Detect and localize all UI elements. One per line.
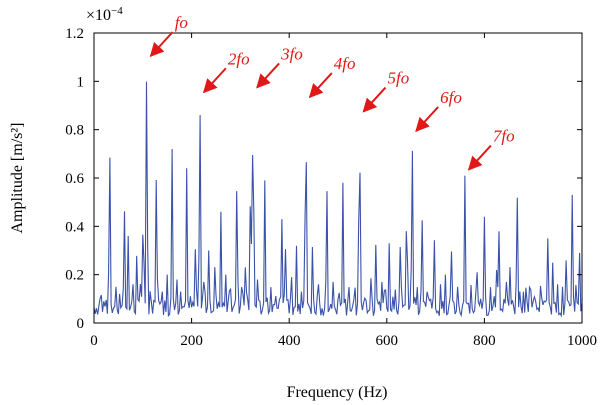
y-tick-label: 0.4 — [65, 219, 84, 235]
harmonic-arrow — [308, 72, 333, 99]
harmonic-label: 7fo — [493, 127, 515, 146]
x-tick-label: 0 — [90, 333, 98, 349]
harmonic-label: 6fo — [440, 88, 462, 107]
x-tick-label: 800 — [473, 333, 496, 349]
harmonic-annotations: fo 2fo 3fo 4fo 5fo 6fo 7fo — [149, 13, 515, 171]
harmonic-arrow — [149, 31, 174, 58]
harmonic-label: 3fo — [280, 44, 303, 63]
harmonic-arrow — [256, 62, 280, 89]
y-tick-label: 1.2 — [65, 26, 84, 42]
harmonic-arrow — [362, 86, 387, 113]
x-tick-label: 1000 — [567, 333, 597, 349]
y-axis-label: Amplitude [m/s²] — [9, 122, 26, 233]
y-tick-label: 0.6 — [65, 171, 84, 187]
harmonic-arrow — [202, 67, 227, 94]
harmonic-label: fo — [175, 13, 188, 32]
harmonic-label: 2fo — [228, 49, 250, 68]
y-tick-label: 0.8 — [65, 123, 84, 139]
plot-area — [93, 61, 583, 318]
y-axis-multiplier: ×10−4 — [86, 5, 123, 24]
y-tick-label: 0.2 — [65, 268, 84, 284]
y-axis-ticks: 0 0.2 0.4 0.6 0.8 1 1.2 — [65, 26, 582, 332]
harmonic-arrow — [415, 106, 439, 132]
harmonic-arrow — [467, 144, 492, 171]
spectrum-series-line — [93, 81, 583, 318]
x-tick-label: 400 — [278, 333, 301, 349]
x-axis-label: Frequency (Hz) — [287, 384, 388, 401]
x-tick-label: 200 — [180, 333, 203, 349]
x-axis-ticks: 0 200 400 600 800 1000 — [90, 33, 597, 349]
y-tick-label: 0 — [77, 316, 85, 332]
harmonic-label: 5fo — [387, 69, 409, 88]
harmonic-label: 4fo — [334, 54, 356, 73]
x-tick-label: 600 — [376, 333, 399, 349]
y-tick-label: 1 — [77, 74, 85, 90]
